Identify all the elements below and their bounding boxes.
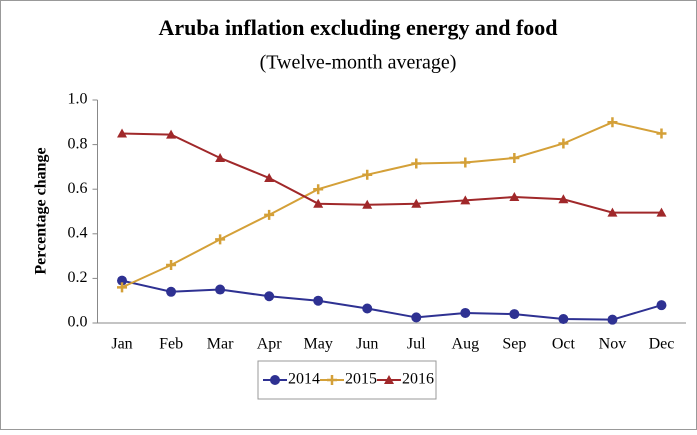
- marker: [656, 207, 667, 217]
- legend-marker: [327, 375, 337, 385]
- marker: [607, 314, 618, 325]
- x-tick-label: Sep: [502, 336, 526, 353]
- y-tick-label: 0.2: [68, 269, 88, 286]
- legend-label: 2016: [402, 371, 434, 388]
- marker: [117, 128, 128, 138]
- marker: [509, 309, 520, 320]
- y-axis-label: Percentage change: [33, 147, 50, 274]
- marker: [362, 199, 373, 209]
- y-tick-label: 0.0: [68, 314, 88, 331]
- marker: [313, 184, 324, 195]
- marker: [460, 307, 471, 318]
- x-tick-label: May: [304, 336, 333, 353]
- marker: [509, 192, 520, 202]
- marker: [215, 234, 226, 245]
- marker: [166, 129, 177, 139]
- marker: [411, 312, 422, 323]
- series-line: [121, 132, 662, 214]
- marker: [558, 138, 569, 149]
- legend-marker: [384, 375, 394, 384]
- x-tick-label: Oct: [552, 336, 576, 353]
- y-tick-label: 1.0: [68, 91, 88, 108]
- legend-label: 2015: [345, 371, 377, 388]
- marker: [558, 194, 569, 204]
- marker: [460, 157, 471, 168]
- x-tick-label: Jan: [111, 336, 132, 353]
- marker: [166, 286, 177, 297]
- x-tick-label: Mar: [207, 336, 234, 353]
- marker: [607, 207, 618, 217]
- y-tick-label: 0.6: [68, 180, 88, 197]
- marker: [313, 198, 324, 208]
- marker: [264, 291, 275, 302]
- x-tick-label: Dec: [649, 336, 675, 353]
- marker: [558, 313, 569, 324]
- marker: [215, 152, 226, 162]
- x-tick-label: Feb: [159, 336, 183, 353]
- series-line: [121, 279, 662, 321]
- x-tick-label: Apr: [257, 336, 283, 353]
- marker: [460, 195, 471, 205]
- marker: [362, 169, 373, 180]
- marker: [362, 303, 373, 314]
- x-tick-label: Jul: [407, 336, 426, 353]
- marker: [411, 158, 422, 169]
- marker: [607, 117, 618, 128]
- marker: [509, 152, 520, 163]
- chart-title: Aruba inflation excluding energy and foo…: [158, 15, 557, 40]
- marker: [313, 295, 324, 306]
- legend-marker: [270, 375, 280, 385]
- series-line: [121, 121, 662, 289]
- x-tick-label: Jun: [356, 336, 378, 353]
- marker: [117, 275, 128, 286]
- marker: [656, 300, 667, 311]
- x-tick-label: Aug: [452, 336, 480, 353]
- y-tick-label: 0.8: [68, 135, 88, 152]
- x-tick-label: Nov: [599, 336, 627, 353]
- marker: [264, 209, 275, 220]
- y-tick-label: 0.4: [68, 224, 88, 241]
- marker: [264, 173, 275, 183]
- marker: [166, 260, 177, 271]
- marker: [215, 284, 226, 295]
- legend-box: [257, 360, 437, 400]
- marker: [117, 282, 128, 293]
- chart-subtitle: (Twelve-month average): [260, 52, 457, 74]
- marker: [411, 198, 422, 208]
- legend-label: 2014: [288, 371, 320, 388]
- marker: [656, 128, 667, 139]
